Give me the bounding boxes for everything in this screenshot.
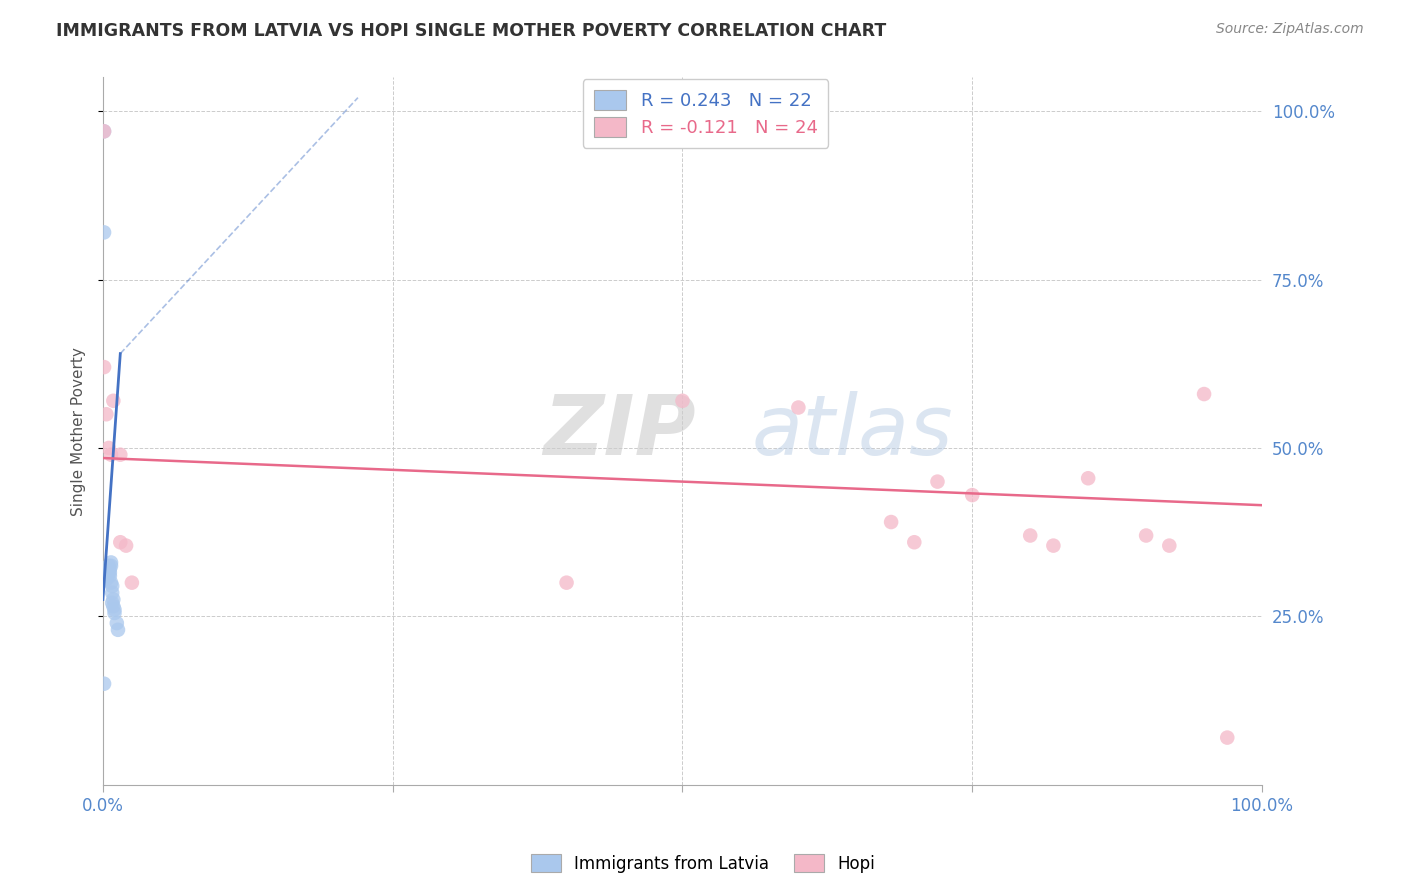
Point (96, 569, 118, 583)
Point (97, 558, 120, 573)
Point (1192, 387, 1215, 401)
Point (97, 566, 120, 580)
Point (98, 569, 121, 583)
Point (101, 579, 124, 593)
Point (100, 558, 122, 573)
Point (103, 599, 125, 614)
Point (787, 401, 810, 415)
Point (962, 488, 984, 502)
Point (93, 226, 115, 240)
Point (101, 596, 124, 610)
Point (100, 448, 122, 462)
Point (115, 539, 138, 553)
Point (880, 515, 903, 529)
Point (555, 575, 578, 590)
Point (110, 448, 132, 462)
Legend: Immigrants from Latvia, Hopi: Immigrants from Latvia, Hopi (524, 847, 882, 880)
Point (93, 124, 115, 138)
Point (1077, 471, 1099, 485)
Text: ZIP: ZIP (543, 391, 696, 472)
Point (110, 535, 132, 549)
Y-axis label: Single Mother Poverty: Single Mother Poverty (72, 347, 86, 516)
Point (96, 407, 118, 421)
Point (1042, 539, 1064, 553)
Point (100, 575, 122, 590)
Point (100, 556, 122, 570)
Point (96, 572, 118, 586)
Legend: R = 0.243   N = 22, R = -0.121   N = 24: R = 0.243 N = 22, R = -0.121 N = 24 (583, 79, 828, 148)
Point (1216, 731, 1239, 745)
Point (1135, 528, 1157, 542)
Point (93, 676, 115, 690)
Point (103, 592, 125, 607)
Point (121, 575, 143, 590)
Point (903, 535, 925, 549)
Point (107, 623, 129, 637)
Point (93, 124, 115, 138)
Text: atlas: atlas (752, 391, 953, 472)
Point (103, 393, 125, 408)
Point (927, 475, 949, 489)
Point (97, 441, 120, 455)
Point (101, 586, 124, 600)
Point (98, 566, 121, 580)
Point (93, 360, 115, 375)
Point (1159, 539, 1181, 553)
Point (103, 606, 125, 620)
Point (98, 562, 121, 576)
Text: Source: ZipAtlas.com: Source: ZipAtlas.com (1216, 22, 1364, 37)
Point (671, 393, 693, 408)
Point (1019, 528, 1042, 542)
Text: IMMIGRANTS FROM LATVIA VS HOPI SINGLE MOTHER POVERTY CORRELATION CHART: IMMIGRANTS FROM LATVIA VS HOPI SINGLE MO… (56, 22, 887, 40)
Point (105, 616, 128, 631)
Point (103, 602, 125, 616)
